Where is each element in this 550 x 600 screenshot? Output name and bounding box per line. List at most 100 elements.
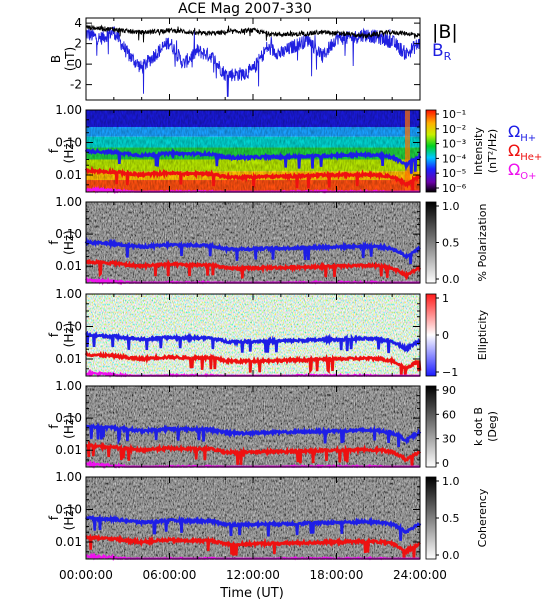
colorbar-tick-label: 0.5 <box>442 512 460 525</box>
colorbar-tick-label: 10⁻⁵ <box>442 167 466 180</box>
colorbar-ellipticity <box>425 293 437 377</box>
freq-axis-label: f <box>47 515 61 520</box>
freq-tick-label: 0.10 <box>55 503 82 517</box>
freq-tick-label: 0.01 <box>55 259 82 273</box>
freq-tick-label: 0.10 <box>55 320 82 334</box>
gyro-he-line <box>84 350 422 376</box>
colorbar-tick-label: 10⁻⁴ <box>442 152 467 165</box>
colorbar-label-unit: (nT²/Hz) <box>486 129 499 173</box>
freq-tick-label: 1.00 <box>55 103 82 117</box>
freq-tick-label: 1.00 <box>55 379 82 393</box>
colorbar-label: % Polarization <box>476 204 489 282</box>
freq-tick-label: 0.01 <box>55 168 82 182</box>
field-y-tick-label: 2 <box>74 37 82 51</box>
freq-tick-label: 0.01 <box>55 443 82 457</box>
freq-tick-label: 1.00 <box>55 195 82 209</box>
polarization-texture <box>86 202 420 283</box>
freq-axis-unit: (Hz) <box>62 139 76 164</box>
colorbar-tick-label: 1 <box>442 292 449 305</box>
freq-tick-label: 1.00 <box>55 287 82 301</box>
gyro-legend: ΩH+ΩHe+ΩO+ <box>508 122 542 182</box>
colorbar-label: Coherency <box>476 488 489 547</box>
colorbar-label: Ellipticity <box>476 309 489 360</box>
colorbar-tick-label: 0.0 <box>442 273 460 286</box>
gyro-h-line <box>85 421 422 448</box>
freq-axis-label: f <box>47 424 61 429</box>
gyro-legend-item: ΩO+ <box>508 160 536 182</box>
colorbar-tick-label: 30 <box>442 433 456 446</box>
time-tick-label: 12:00:00 <box>226 568 280 582</box>
colorbar-tick-label: 60 <box>442 408 456 421</box>
gyro-legend-subscript: H+ <box>520 133 536 144</box>
gyro-he-line <box>85 533 421 559</box>
freq-axis-unit: (Hz) <box>62 506 76 531</box>
colorbar-tick-label: 90 <box>442 384 456 397</box>
gyro-h-line <box>84 514 422 541</box>
freq-axis-label: f <box>47 332 61 337</box>
gyro-legend-item: ΩH+ <box>508 122 536 144</box>
legend-b-r: BR <box>432 41 452 63</box>
series-b-r-line <box>85 26 421 97</box>
colorbar-label-unit: (Deg) <box>486 411 499 442</box>
spectrogram-polarization <box>86 202 420 283</box>
spectrogram-kdotb <box>86 386 420 467</box>
colorbar-tick-label: 0 <box>442 329 449 342</box>
field-y-axis-unit: (nT) <box>63 47 77 71</box>
colorbar-tick-label: 0 <box>442 457 449 470</box>
gyro-he-line <box>85 439 422 467</box>
colorbar-tick-label: 0.5 <box>442 237 460 250</box>
freq-axis-label: f <box>47 240 61 245</box>
freq-tick-label: 0.01 <box>55 352 82 366</box>
freq-tick-label: 0.10 <box>55 136 82 150</box>
colorbar-kdotb <box>425 385 437 468</box>
gyro-legend-subscript: O+ <box>520 171 536 182</box>
field-y-tick-label: 0 <box>74 57 82 71</box>
gyro-legend-symbol: Ω <box>508 122 520 141</box>
legend-b-total: |B| <box>432 21 458 43</box>
legend-b-r-base: B <box>432 41 444 61</box>
field-y-tick-label: -2 <box>70 78 82 92</box>
colorbar-polarization <box>425 201 437 284</box>
field-y-axis-label: B <box>49 55 63 63</box>
time-tick-label: 00:00:00 <box>59 568 113 582</box>
freq-tick-label: 0.10 <box>55 227 82 241</box>
gyro-legend-symbol: Ω <box>508 160 520 179</box>
gyro-h-line <box>84 147 422 174</box>
gyro-he-line <box>85 258 422 281</box>
gyro-h-line <box>84 236 421 265</box>
freq-axis-unit: (Hz) <box>62 323 76 348</box>
colorbar-tick-label: −1 <box>442 366 458 379</box>
colorbar-label: Intensity <box>472 127 485 175</box>
gyro-legend-item: ΩHe+ <box>508 141 542 163</box>
colorbar-tick-label: 1.0 <box>442 200 460 213</box>
colorbar-label: k dot B <box>472 407 485 446</box>
legend-b-r-sub: R <box>444 50 452 63</box>
gyro-h-line <box>85 330 421 354</box>
colorbar-tick-label: 10⁻² <box>442 123 466 136</box>
field-y-tick-label: 4 <box>74 16 82 30</box>
colorbar-tick-label: 10⁻⁶ <box>442 182 467 195</box>
series-b-total-line <box>85 23 421 43</box>
freq-tick-label: 1.00 <box>55 470 82 484</box>
colorbar-tick-label: 10⁻³ <box>442 138 466 151</box>
colorbar-intensity <box>425 109 437 193</box>
colorbar-coherency <box>425 476 437 560</box>
intensity-burst <box>404 110 410 192</box>
kdotb-texture <box>86 386 420 467</box>
time-tick-label: 18:00:00 <box>310 568 364 582</box>
spectrogram-ellipticity <box>86 294 420 376</box>
colorbar-tick-label: 1.0 <box>442 475 460 488</box>
colorbar-tick-label: 0.0 <box>442 549 460 562</box>
ellipticity-texture <box>86 294 420 376</box>
freq-axis-unit: (Hz) <box>62 230 76 255</box>
field-legend: |B| BR <box>432 21 458 63</box>
colorbar-tick-label: 10⁻¹ <box>442 108 466 121</box>
plot-title: ACE Mag 2007-330 <box>178 1 312 17</box>
gyro-he-line <box>84 165 422 192</box>
gyro-legend-symbol: Ω <box>508 141 520 160</box>
freq-axis-unit: (Hz) <box>62 414 76 439</box>
freq-axis-label: f <box>47 148 61 153</box>
time-tick-label: 06:00:00 <box>143 568 197 582</box>
freq-tick-label: 0.10 <box>55 411 82 425</box>
